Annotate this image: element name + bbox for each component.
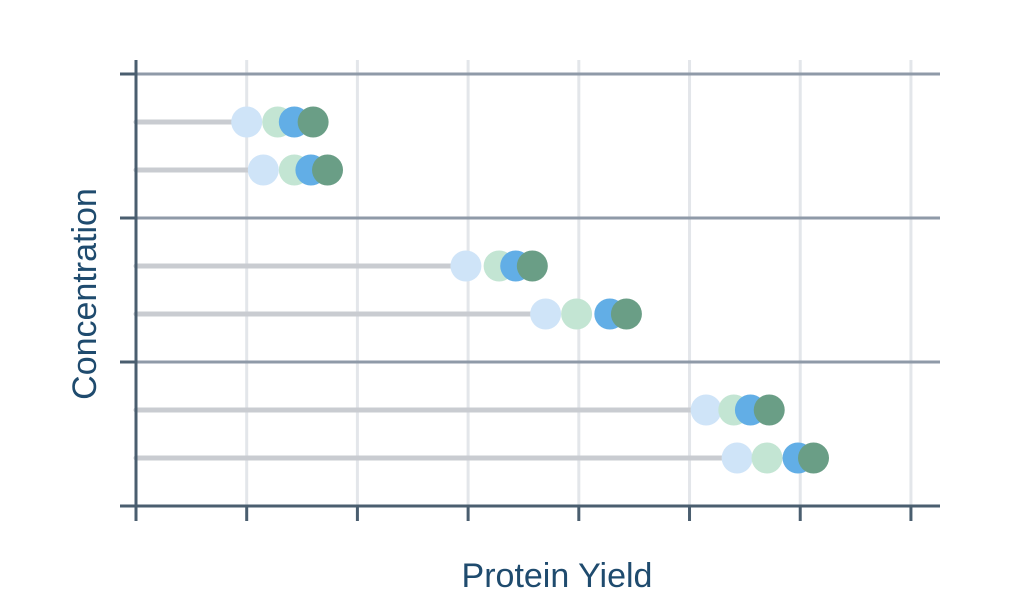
- point-row-3-marker-4: [516, 250, 548, 282]
- point-row-1-marker-4: [297, 106, 329, 138]
- point-row-6-marker-1: [721, 442, 753, 474]
- point-row-1-marker-1: [231, 106, 263, 138]
- y-axis-title: Concentration: [66, 188, 104, 400]
- point-row-5-marker-4: [753, 394, 785, 426]
- grid-layer: [245, 60, 913, 506]
- point-row-6-marker-4: [798, 442, 830, 474]
- point-row-3-marker-1: [450, 250, 482, 282]
- axes-layer: [120, 60, 940, 521]
- points-layer: [231, 106, 830, 474]
- stems-layer: [133, 119, 740, 461]
- point-row-4-marker-2: [561, 298, 593, 330]
- point-row-4-marker-1: [530, 298, 562, 330]
- point-row-6-marker-2: [751, 442, 783, 474]
- point-row-4-marker-4: [610, 298, 642, 330]
- group-lines-layer: [120, 72, 940, 364]
- point-row-2-marker-4: [312, 154, 344, 186]
- x-axis-title: Protein Yield: [462, 557, 653, 595]
- point-row-5-marker-1: [690, 394, 722, 426]
- point-row-2-marker-1: [247, 154, 279, 186]
